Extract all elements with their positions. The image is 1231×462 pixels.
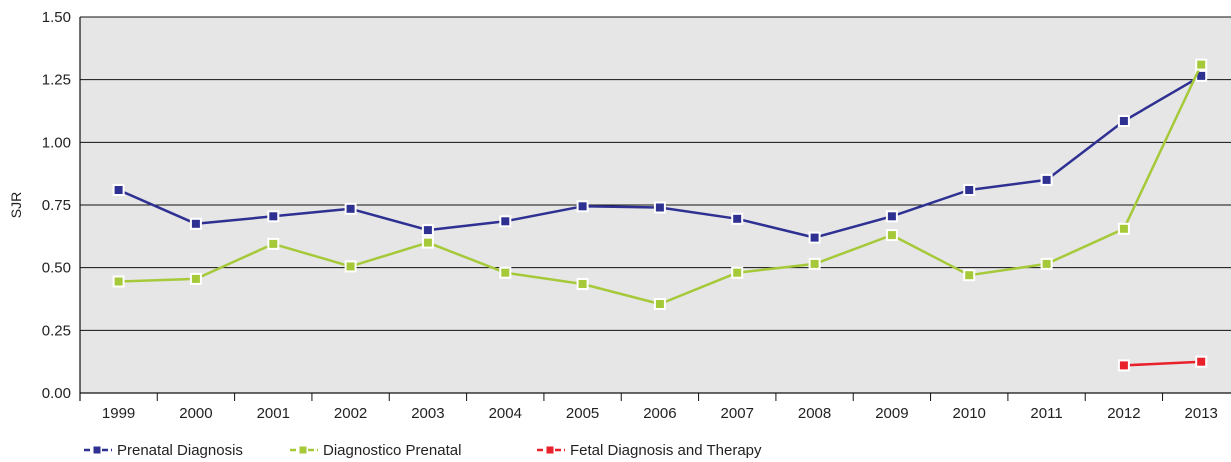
data-point [421,236,434,249]
legend-label: Fetal Diagnosis and Therapy [570,442,762,459]
y-tick-label: 1.25 [42,72,71,89]
data-point [885,229,898,242]
data-point [267,237,280,250]
x-tick-label: 2001 [257,405,290,422]
x-tick-label: 2004 [489,405,522,422]
x-tick-label: 2007 [721,405,754,422]
x-tick-label: 2008 [798,405,831,422]
data-point [499,266,512,279]
axes: 0.00 0.25 0.50 0.75 1.00 1.25 1.50 1999 2000 2001… [42,9,1231,422]
y-axis-title: SJR [8,192,24,218]
data-point [112,184,125,196]
y-tick-label: 1.00 [42,134,71,151]
y-tick-label: 1.50 [42,9,71,26]
legend-swatch-marker [545,445,555,455]
data-point [731,212,744,225]
data-point [189,272,202,285]
legend-swatch-marker [92,445,102,455]
data-point [1040,173,1053,186]
data-point [1040,257,1053,270]
x-tick-label: 2003 [411,405,444,422]
x-tick-label: 2002 [334,405,367,422]
x-tick-label: 2011 [1030,405,1062,422]
data-point [421,224,434,237]
data-point [344,260,357,273]
data-point [189,217,202,230]
data-point [963,184,976,196]
series-line [1123,360,1202,367]
data-point [885,210,898,223]
data-point [653,201,666,214]
legend-item: Diagnostico Prenatal [290,442,461,459]
legend-item: Fetal Diagnosis and Therapy [537,442,762,459]
data-point [267,210,280,223]
y-tick-label: 0.75 [42,197,71,214]
legend-swatch-marker [298,445,308,455]
legend-label: Prenatal Diagnosis [117,442,243,459]
y-tick-label: 0.00 [42,385,71,402]
x-tick-label: 1999 [102,405,135,422]
y-tick-label: 0.25 [42,322,71,339]
data-point [112,275,125,288]
data-point [1117,359,1130,372]
x-tick-label: 2006 [643,405,676,422]
series-lines [112,58,1208,372]
data-point [808,231,821,244]
x-tick-label: 2010 [953,405,986,422]
data-point [576,278,589,290]
data-point [731,266,744,279]
data-point [1195,355,1208,368]
x-tick-label: 2013 [1185,405,1218,422]
y-tick-label: 0.50 [42,260,71,277]
x-tick-label: 2012 [1107,405,1140,422]
series-group [112,69,1208,244]
data-point [1195,58,1208,71]
legend: Prenatal Diagnosis Diagnostico Prenatal Fe… [84,442,762,459]
data-point [1117,222,1130,235]
x-tick-label: 2000 [179,405,212,422]
data-point [344,202,357,215]
series-group [1117,355,1208,372]
data-point [653,298,666,310]
data-point [808,257,821,270]
legend-label: Diagnostico Prenatal [323,442,461,459]
data-point [499,215,512,228]
data-point [963,269,976,282]
legend-item: Prenatal Diagnosis [84,442,243,459]
data-point [1117,115,1130,127]
data-point [576,200,589,213]
series-group [112,58,1208,310]
x-tick-label: 2009 [875,405,908,422]
x-tick-label: 2005 [566,405,599,422]
